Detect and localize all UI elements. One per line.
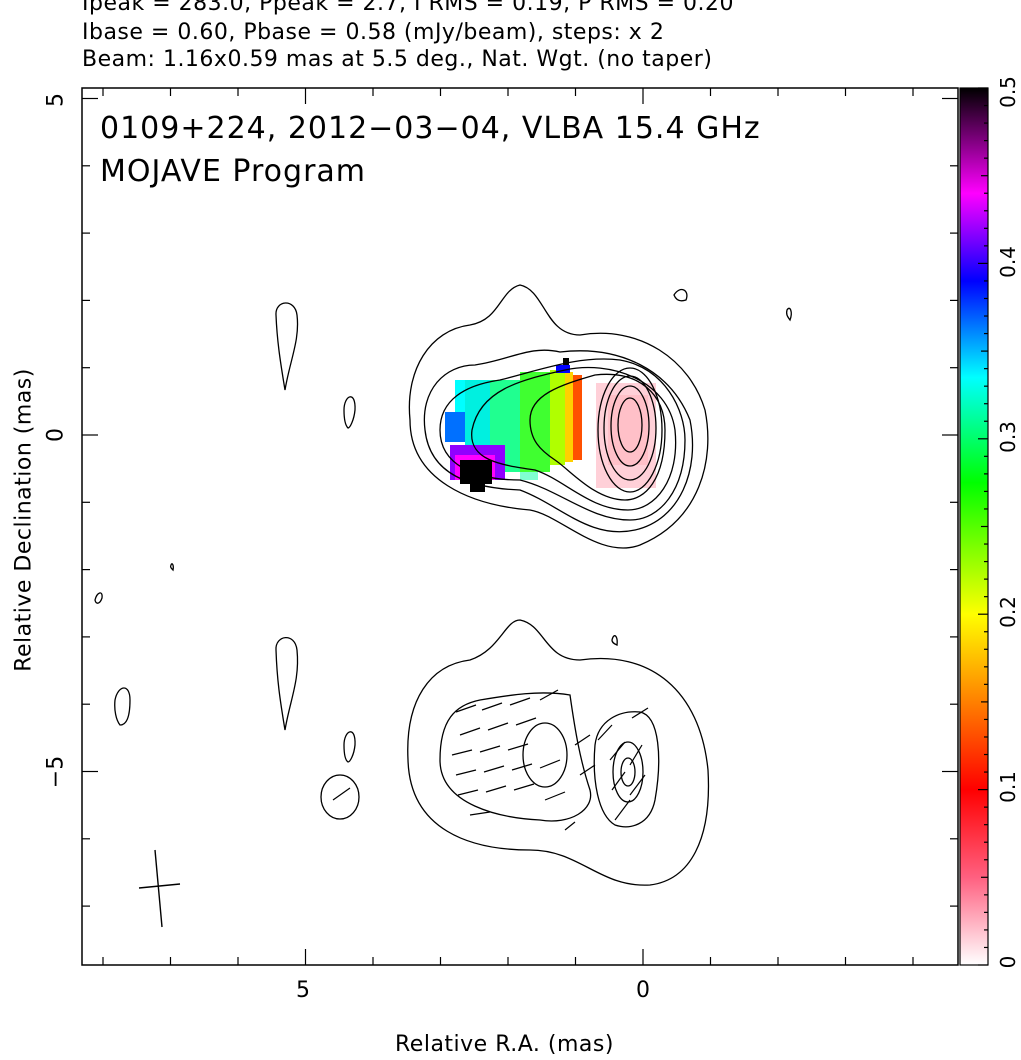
y-axis-label: Relative Declination (mas)	[11, 368, 37, 672]
top-contours	[94, 284, 792, 604]
chart-title: 0109+224, 2012−03−04, VLBA 15.4 GHz	[100, 111, 761, 146]
header-line-2: Ibase = 0.60, Pbase = 0.58 (mJy/beam), s…	[82, 20, 665, 45]
colorbar-tick-0.1: 0.1	[996, 771, 1020, 803]
colorbar-tick-0.5: 0.5	[996, 76, 1020, 108]
fractional-polarization-map	[445, 358, 656, 492]
evpa-vectors	[332, 689, 649, 831]
x-tick-label-0: 0	[636, 978, 650, 1003]
header-line-1: Ipeak = 283.0, Ppeak = 2.7, I RMS = 0.19…	[82, 0, 734, 16]
y-tick-label-5: 5	[43, 93, 69, 107]
axis-ticks	[82, 87, 988, 966]
plot-frame	[81, 87, 959, 966]
chart-subtitle: MOJAVE Program	[100, 154, 367, 189]
y-tick-label-0: 0	[43, 428, 69, 442]
colorbar-tick-0: 0	[996, 955, 1020, 969]
x-axis-label: Relative R.A. (mas)	[395, 1032, 614, 1057]
x-tick-label-5: 5	[296, 978, 310, 1003]
header-line-3: Beam: 1.16x0.59 mas at 5.5 deg., Nat. Wg…	[82, 47, 713, 72]
colorbar-tick-0.2: 0.2	[996, 596, 1020, 628]
beam-cross-icon	[138, 849, 181, 928]
bottom-contours	[114, 619, 710, 886]
colorbar-tick-0.3: 0.3	[996, 421, 1020, 453]
colorbar-tick-0.4: 0.4	[996, 246, 1020, 278]
y-tick-label-minus5: −5	[43, 755, 69, 789]
